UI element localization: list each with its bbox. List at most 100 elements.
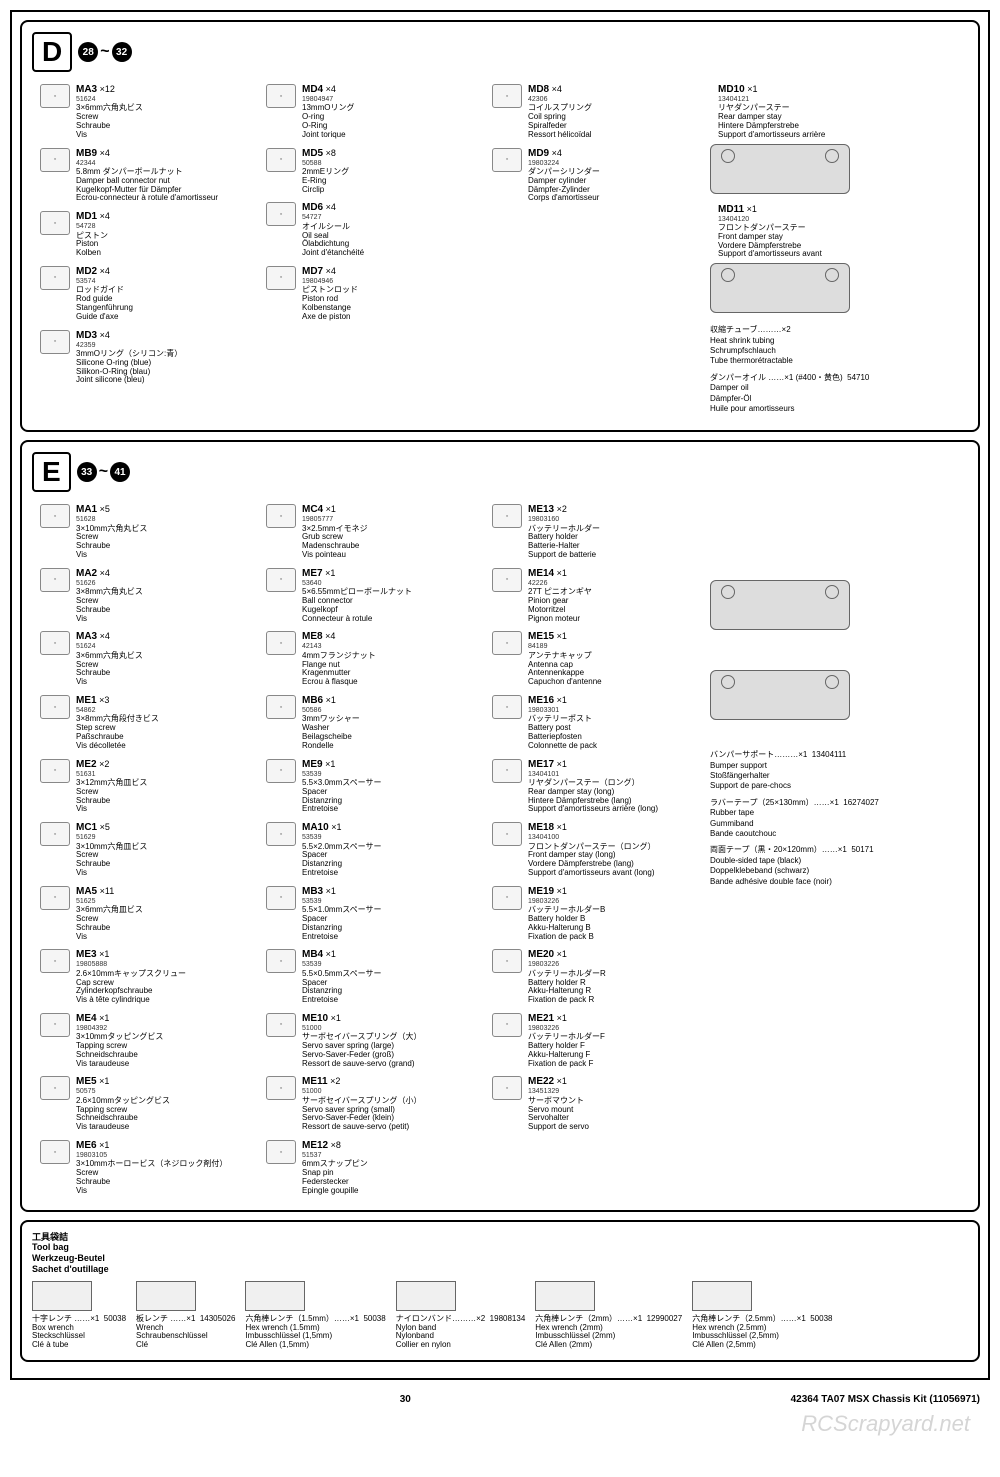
extra-item: ダンパーオイル ……×1 (#400・黄色) 54710Damper oilDä… <box>710 373 926 415</box>
page-number: 30 <box>400 1394 411 1405</box>
part-code: MD6 <box>302 202 323 213</box>
part-code: MD5 <box>302 148 323 159</box>
part-code: ME12 <box>302 1140 328 1151</box>
part-code: ME7 <box>302 568 323 579</box>
part-item: ▫ ME8 ×4 42143 4mmフランジナットFlange nutKrage… <box>266 631 466 687</box>
part-item: ▫ MD9 ×4 19803224 ダンパーシリンダーDamper cylind… <box>492 148 692 204</box>
part-code: MB4 <box>302 949 323 960</box>
part-code: ME5 <box>76 1076 97 1087</box>
part-icon: ▫ <box>40 504 70 528</box>
wrench-icon <box>692 1281 752 1311</box>
part-item: ▫ MD4 ×4 19804947 13mmOリングO-ringO-RingJo… <box>266 84 466 140</box>
part-code: MD4 <box>302 84 323 95</box>
part-code: ME21 <box>528 1013 554 1024</box>
part-icon: ▫ <box>266 1013 296 1037</box>
part-icon: ▫ <box>266 1140 296 1164</box>
part-code: MA5 <box>76 886 97 897</box>
part-code: MA3 <box>76 84 97 95</box>
tool-title-jp: 工具袋詰 <box>32 1232 968 1243</box>
damper-stay-icon <box>710 670 850 720</box>
part-item: ▫ MD3 ×4 42359 3mmOリング（シリコン:青）Silicone O… <box>40 330 240 386</box>
part-code: MD8 <box>528 84 549 95</box>
part-icon: ▫ <box>40 886 70 910</box>
tool-title-de: Werkzeug-Beutel <box>32 1253 968 1264</box>
part-item: ▫ ME7 ×1 53640 5×6.55mmピローボールナットBall con… <box>266 568 466 624</box>
part-code: MB6 <box>302 695 323 706</box>
part-item: ▫ ME12 ×8 51537 6mmスナップピンSnap pinFederst… <box>266 1140 466 1196</box>
part-icon: ▫ <box>40 695 70 719</box>
part-icon: ▫ <box>40 631 70 655</box>
part-code: ME4 <box>76 1013 97 1024</box>
step-range: 28 ~ 32 <box>78 42 131 62</box>
part-item: ▫ MA2 ×4 51626 3×8mm六角丸ビスScrewSchraubeVi… <box>40 568 240 624</box>
part-code: MA3 <box>76 631 97 642</box>
extra-item: ラバーテープ（25×130mm）……×1 16274027Rubber tape… <box>710 798 879 840</box>
part-icon: ▫ <box>40 949 70 973</box>
part-icon: ▫ <box>492 759 522 783</box>
part-item: ▫ MA3 ×12 51624 3×6mm六角丸ビスScrewSchraubeV… <box>40 84 240 140</box>
part-item: ▫ MD8 ×4 42306 コイルスプリングCoil springSpiral… <box>492 84 692 140</box>
part-code: ME2 <box>76 759 97 770</box>
part-code: MA1 <box>76 504 97 515</box>
part-icon: ▫ <box>492 568 522 592</box>
part-code: MD1 <box>76 211 97 222</box>
part-item: ▫ ME16 ×1 19803301 バッテリーポストBattery postB… <box>492 695 692 751</box>
part-icon: ▫ <box>492 949 522 973</box>
part-item: ▫ MB3 ×1 53539 5.5×1.0mmスペーサーSpacerDista… <box>266 886 466 942</box>
wrench-icon <box>245 1281 305 1311</box>
part-code: MA2 <box>76 568 97 579</box>
part-icon: ▫ <box>266 202 296 226</box>
part-code: ME11 <box>302 1076 328 1087</box>
part-code: ME13 <box>528 504 554 515</box>
tool-item: 六角棒レンチ（2.5mm）……×1 50038Hex wrench (2.5mm… <box>692 1281 832 1350</box>
part-item: ▫ ME2 ×2 51631 3×12mm六角皿ビスScrewSchraubeV… <box>40 759 240 815</box>
part-code: ME3 <box>76 949 97 960</box>
part-item: ▫ MC1 ×5 51629 3×10mm六角皿ビスScrewSchraubeV… <box>40 822 240 878</box>
tool-title-fr: Sachet d'outillage <box>32 1264 968 1275</box>
part-item: ▫ ME17 ×1 13404101 リヤダンパーステー（ロング）Rear da… <box>492 759 692 815</box>
extra-item: 収縮チューブ………×2 Heat shrink tubingSchrumpfsc… <box>710 325 926 367</box>
tool-item: 板レンチ ……×1 14305026WrenchSchraubenschlüss… <box>136 1281 235 1350</box>
part-item: ▫ MD5 ×8 50588 2mmEリングE-RingCirclip <box>266 148 466 195</box>
part-icon: ▫ <box>40 84 70 108</box>
part-code: MD3 <box>76 330 97 341</box>
part-icon: ▫ <box>492 84 522 108</box>
part-icon: ▫ <box>40 1140 70 1164</box>
part-code: ME14 <box>528 568 554 579</box>
part-code: MD7 <box>302 266 323 277</box>
part-icon: ▫ <box>266 949 296 973</box>
part-item: ▫ ME21 ×1 19803226 バッテリーホルダーFBattery hol… <box>492 1013 692 1069</box>
part-code: ME18 <box>528 822 554 833</box>
part-item: ▫ ME4 ×1 19804392 3×10mmタッピングビスTapping s… <box>40 1013 240 1069</box>
part-item: ▫ ME20 ×1 19803226 バッテリーホルダーRBattery hol… <box>492 949 692 1005</box>
part-item: ▫ ME1 ×3 54862 3×8mm六角段付きビスStep screwPaß… <box>40 695 240 751</box>
part-item: ▫ MC4 ×1 19805777 3×2.5mmイモネジGrub screwM… <box>266 504 466 560</box>
step-from: 28 <box>78 42 98 62</box>
part-icon: ▫ <box>40 330 70 354</box>
part-icon: ▫ <box>266 148 296 172</box>
part-item: ▫ ME15 ×1 84189 アンテナキャップAntenna capAnten… <box>492 631 692 687</box>
part-item: ▫ MD2 ×4 53574 ロッドガイドRod guideStangenfüh… <box>40 266 240 322</box>
part-code: MC4 <box>302 504 323 515</box>
part-icon: ▫ <box>40 568 70 592</box>
part-code: ME1 <box>76 695 97 706</box>
part-item: ▫ MB9 ×4 42344 5.8mm ダンパーボールナットDamper ba… <box>40 148 240 204</box>
part-icon: ▫ <box>40 1076 70 1100</box>
part-item: ▫ ME10 ×1 51000 サーボセイバースプリング（大）Servo sav… <box>266 1013 466 1069</box>
page-footer: 30 42364 TA07 MSX Chassis Kit (11056971) <box>0 1390 1000 1409</box>
tool-item: 六角棒レンチ（1.5mm）……×1 50038Hex wrench (1.5mm… <box>245 1281 385 1350</box>
part-icon: ▫ <box>266 266 296 290</box>
part-code: MB9 <box>76 148 97 159</box>
part-item: ▫ MB4 ×1 53539 5.5×0.5mmスペーサーSpacerDista… <box>266 949 466 1005</box>
part-icon: ▫ <box>40 759 70 783</box>
wrench-icon <box>396 1281 456 1311</box>
part-icon: ▫ <box>40 822 70 846</box>
part-item: ▫ ME11 ×2 51000 サーボセイバースプリング（小）Servo sav… <box>266 1076 466 1132</box>
extra-item: バンパーサポート………×1 13404111Bumper supportStoß… <box>710 750 879 792</box>
part-item: ▫ MD1 ×4 54728 ピストンPistonKolben <box>40 211 240 258</box>
part-icon: ▫ <box>40 211 70 235</box>
part-item: ▫ ME14 ×1 42226 27T ピニオンギヤPinion gearMot… <box>492 568 692 624</box>
part-md11: MD11 ×1 13404120 フロントダンパーステー Front dampe… <box>718 204 918 260</box>
part-code: ME16 <box>528 695 554 706</box>
damper-stay-icon <box>710 580 850 630</box>
